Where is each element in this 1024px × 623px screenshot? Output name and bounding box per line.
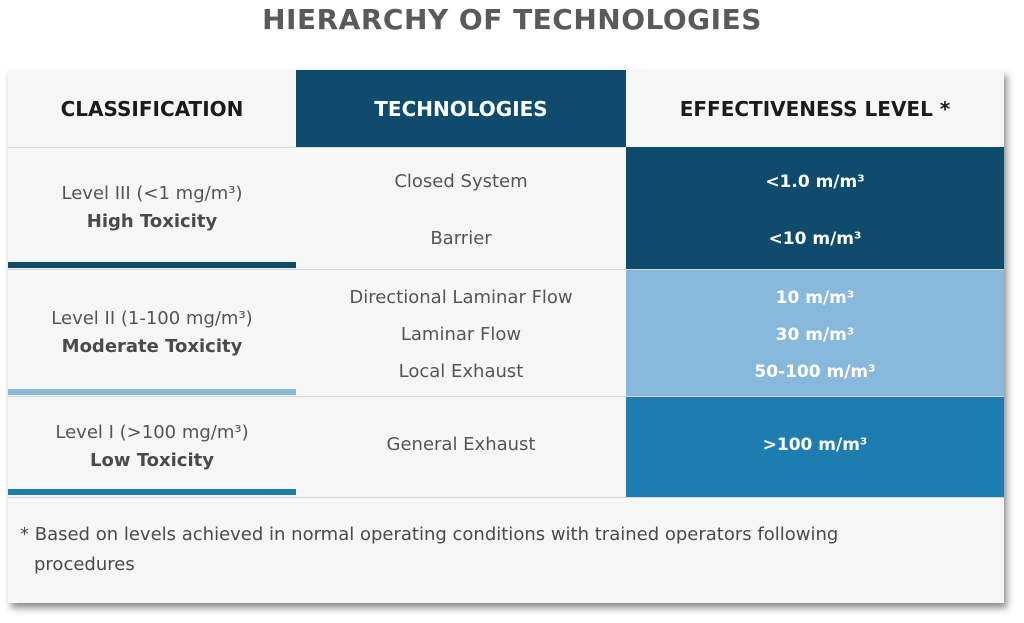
effectiveness-level-i: >100 m/m³: [626, 397, 1004, 497]
effectiveness-value: >100 m/m³: [762, 435, 868, 455]
technology-table: CLASSIFICATION TECHNOLOGIES EFFECTIVENES…: [8, 70, 1004, 603]
technologies-level-iii: Closed System Barrier: [296, 147, 626, 269]
page-title: HIERARCHY OF TECHNOLOGIES: [262, 3, 762, 36]
accent-bar: [8, 389, 296, 395]
technology-item: General Exhaust: [386, 434, 536, 455]
technology-item: Directional Laminar Flow: [349, 287, 573, 308]
toxicity-label: Moderate Toxicity: [61, 336, 243, 357]
technologies-level-ii: Directional Laminar Flow Laminar Flow Lo…: [296, 270, 626, 396]
effectiveness-value: 50-100 m/m³: [754, 362, 876, 382]
toxicity-label: Low Toxicity: [90, 450, 214, 471]
technology-item: Barrier: [430, 228, 492, 249]
level-label: Level I (>100 mg/m³): [55, 422, 249, 443]
toxicity-label: High Toxicity: [86, 211, 218, 232]
effectiveness-value: <10 m/m³: [768, 229, 862, 249]
divider: [8, 497, 1004, 498]
effectiveness-bg-level-ii: [626, 270, 1004, 396]
effectiveness-level-iii: <1.0 m/m³ <10 m/m³: [626, 147, 1004, 269]
header-technologies: TECHNOLOGIES: [296, 70, 626, 147]
classification-level-i: Level I (>100 mg/m³) Low Toxicity: [8, 397, 296, 497]
classification-level-ii: Level II (1-100 mg/m³) Moderate Toxicity: [8, 270, 296, 396]
divider: [8, 396, 1004, 397]
divider: [8, 147, 1004, 148]
technology-item: Laminar Flow: [400, 324, 522, 345]
header-classification: CLASSIFICATION: [60, 96, 244, 121]
accent-bar: [8, 489, 296, 495]
effectiveness-value: 30 m/m³: [775, 325, 855, 345]
level-label: Level III (<1 mg/m³): [61, 183, 243, 204]
effectiveness-value: 10 m/m³: [775, 288, 855, 308]
effectiveness-bg-level-iii: [626, 147, 1004, 269]
header-effectiveness: EFFECTIVENESS LEVEL *: [679, 96, 951, 121]
effectiveness-level-ii: 10 m/m³ 30 m/m³ 50-100 m/m³: [626, 270, 1004, 396]
effectiveness-bg-level-i: [626, 397, 1004, 497]
classification-level-iii: Level III (<1 mg/m³) High Toxicity: [8, 147, 296, 269]
divider: [8, 269, 1004, 270]
technology-item: Closed System: [394, 171, 528, 192]
technology-item: Local Exhaust: [398, 361, 524, 382]
footnote: * Based on levels achieved in normal ope…: [20, 524, 839, 575]
accent-bar: [8, 262, 296, 268]
effectiveness-value: <1.0 m/m³: [765, 172, 865, 192]
level-label: Level II (1-100 mg/m³): [51, 308, 253, 329]
technologies-level-i: General Exhaust: [296, 397, 626, 497]
